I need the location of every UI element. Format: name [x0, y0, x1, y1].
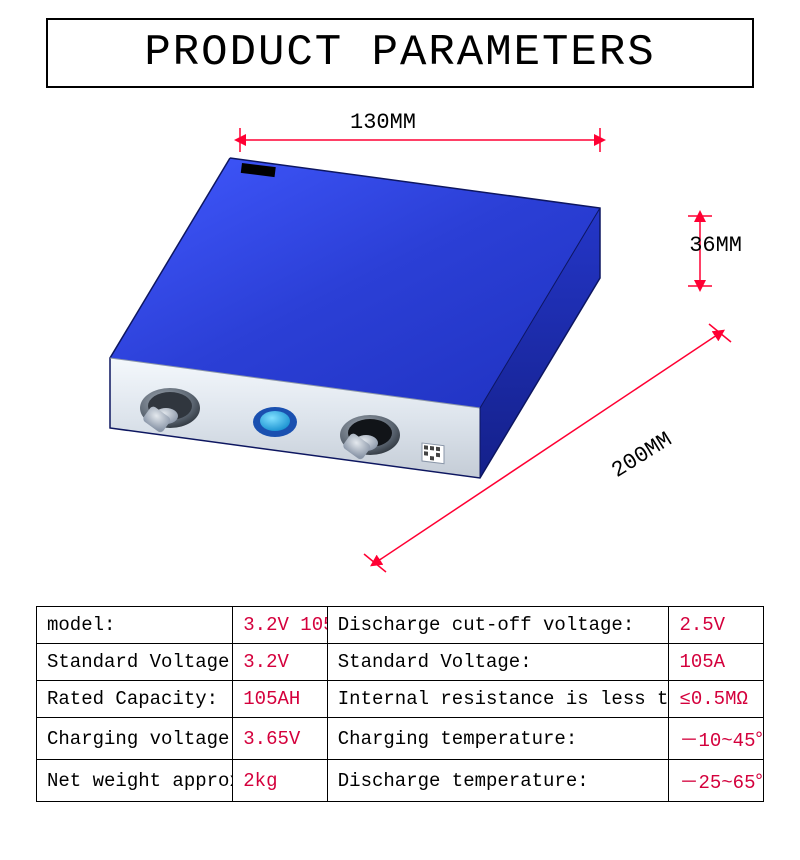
spec-label: Discharge cut-off voltage: — [327, 607, 669, 644]
spec-table: model:3.2V 105AHDischarge cut-off voltag… — [36, 606, 764, 802]
battery-illustration — [100, 148, 660, 568]
spec-label: Standard Voltage: — [327, 644, 669, 681]
product-diagram: 130MM 36MM 200MM — [40, 108, 760, 588]
spec-label: Internal resistance is less than: — [327, 681, 669, 718]
dimension-height-label: 36MM — [689, 233, 742, 258]
table-row: Net weight approx.:2kgDischarge temperat… — [37, 760, 764, 802]
spec-label: Net weight approx.: — [37, 760, 233, 802]
spec-label: Discharge temperature: — [327, 760, 669, 802]
spec-value: 105AH — [233, 681, 328, 718]
spec-label: Rated Capacity: — [37, 681, 233, 718]
table-row: model:3.2V 105AHDischarge cut-off voltag… — [37, 607, 764, 644]
dimension-width-label: 130MM — [350, 110, 416, 135]
spec-value: －25~65℃ — [669, 760, 764, 802]
table-row: Rated Capacity:105AHInternal resistance … — [37, 681, 764, 718]
spec-value: 3.2V 105AH — [233, 607, 328, 644]
spec-value: ≤0.5MΩ — [669, 681, 764, 718]
title-text: PRODUCT PARAMETERS — [144, 28, 655, 78]
spec-label: Charging temperature: — [327, 718, 669, 760]
spec-value: 105A — [669, 644, 764, 681]
spec-label: Standard Voltage: — [37, 644, 233, 681]
spec-value: 3.2V — [233, 644, 328, 681]
spec-value: 2kg — [233, 760, 328, 802]
table-row: Charging voltage:3.65VCharging temperatu… — [37, 718, 764, 760]
spec-value: －10~45℃ — [669, 718, 764, 760]
center-port — [253, 407, 297, 437]
spec-value: 3.65V — [233, 718, 328, 760]
page-title: PRODUCT PARAMETERS — [46, 18, 754, 88]
qr-label — [422, 443, 444, 464]
spec-value: 2.5V — [669, 607, 764, 644]
table-row: Standard Voltage:3.2VStandard Voltage:10… — [37, 644, 764, 681]
spec-label: model: — [37, 607, 233, 644]
spec-label: Charging voltage: — [37, 718, 233, 760]
